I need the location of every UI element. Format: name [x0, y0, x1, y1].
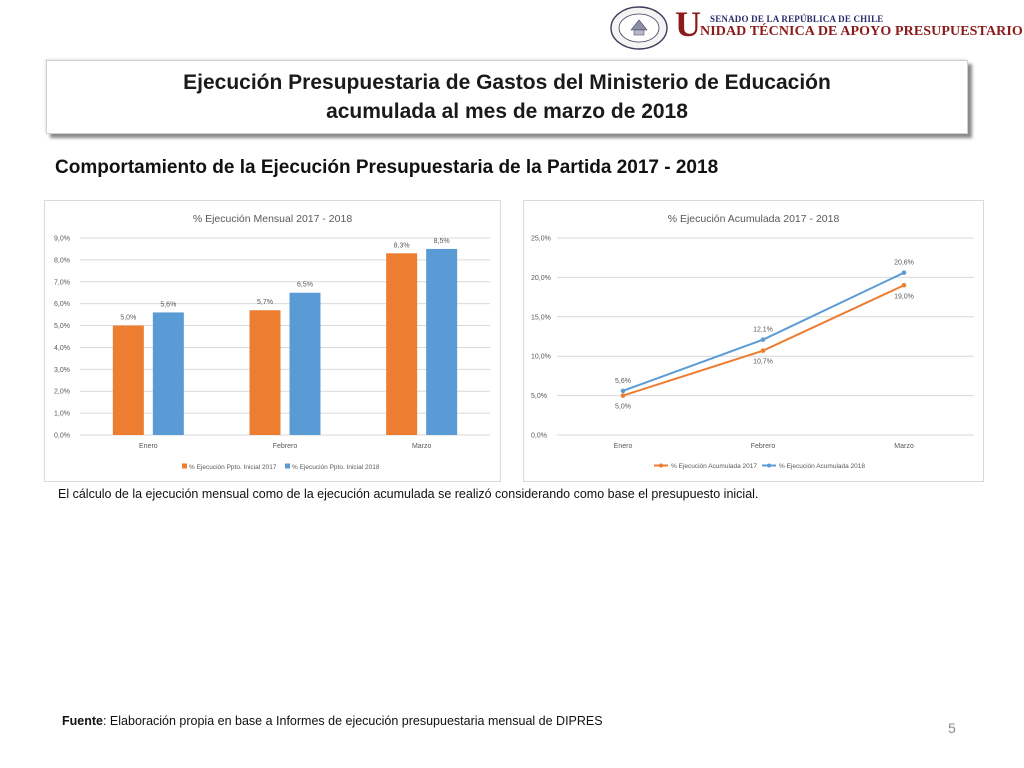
legend-swatch	[285, 463, 290, 469]
x-tick-label: Marzo	[894, 443, 914, 450]
x-tick-label: Febrero	[273, 443, 298, 450]
y-tick-label: 10,0%	[531, 354, 551, 361]
x-tick-label: Febrero	[751, 443, 776, 450]
data-label: 5,0%	[120, 315, 136, 322]
y-tick-label: 20,0%	[531, 275, 551, 282]
y-tick-label: 2,0%	[54, 389, 70, 396]
data-label: 10,7%	[753, 359, 773, 366]
y-tick-label: 3,0%	[54, 367, 70, 374]
monthly-execution-chart: % Ejecución Mensual 2017 - 2018 0,0% 1,0% 2…	[44, 200, 501, 482]
legend-marker	[659, 463, 663, 468]
cumulative-execution-chart: % Ejecución Acumulada 2017 - 2018 0,0% 5,0…	[523, 200, 984, 482]
page-number: 5	[948, 720, 956, 736]
cumulative-chart-svg: % Ejecución Acumulada 2017 - 2018 0,0% 5,0…	[531, 213, 974, 470]
org-line1: SENADO DE LA REPÚBLICA DE CHILE	[710, 14, 884, 24]
bar	[249, 310, 281, 435]
y-tick-label: 9,0%	[54, 236, 70, 243]
legend-label: % Ejecución Ppto. Inicial 2018	[292, 464, 380, 471]
x-tick-label: Enero	[614, 443, 633, 450]
methodology-note: El cálculo de la ejecución mensual como …	[58, 487, 759, 501]
title-line2: acumulada al mes de marzo de 2018	[326, 100, 688, 123]
y-tick-label: 0,0%	[531, 433, 547, 440]
source-label: Fuente	[62, 714, 103, 728]
source-text: : Elaboración propia en base a Informes …	[102, 714, 603, 728]
y-tick-label: 15,0%	[531, 314, 551, 321]
legend-label: % Ejecución Acumulada 2018	[779, 463, 865, 470]
y-tick-label: 5,0%	[54, 323, 70, 330]
data-label: 5,0%	[615, 404, 631, 411]
data-label: 8,5%	[434, 238, 450, 245]
chart-title: % Ejecución Acumulada 2017 - 2018	[668, 213, 840, 225]
y-tick-label: 7,0%	[54, 279, 70, 286]
y-tick-label: 25,0%	[531, 236, 551, 243]
legend-label: % Ejecución Ppto. Inicial 2017	[189, 464, 277, 471]
chart-title: % Ejecución Mensual 2017 - 2018	[193, 213, 353, 225]
data-label: 5,6%	[160, 301, 176, 308]
senate-seal-logo	[610, 6, 668, 50]
section-subtitle: Comportamiento de la Ejecución Presupues…	[55, 157, 719, 178]
y-tick-label: 8,0%	[54, 257, 70, 264]
data-label: 5,7%	[257, 299, 273, 306]
y-tick-label: 0,0%	[54, 433, 70, 440]
source-note: Fuente: Elaboración propia en base a Inf…	[62, 714, 603, 728]
org-line2: NIDAD TÉCNICA DE APOYO PRESUPUESTARIO	[700, 24, 1023, 39]
y-tick-label: 1,0%	[54, 411, 70, 418]
y-tick-label: 6,0%	[54, 301, 70, 308]
data-label: 6,5%	[297, 282, 313, 289]
data-label: 19,0%	[894, 293, 914, 300]
title-box: Ejecución Presupuestaria de Gastos del M…	[46, 60, 968, 134]
bar	[152, 312, 184, 435]
bar	[386, 253, 418, 435]
y-tick-label: 5,0%	[531, 393, 547, 400]
legend-marker	[767, 463, 771, 468]
data-label: 5,6%	[615, 378, 631, 385]
bar	[289, 292, 321, 435]
monthly-chart-svg: % Ejecución Mensual 2017 - 2018 0,0% 1,0% 2…	[54, 213, 490, 471]
data-point	[760, 337, 766, 342]
data-label: 20,6%	[894, 260, 914, 267]
y-tick-label: 4,0%	[54, 345, 70, 352]
org-initial: U	[675, 4, 701, 44]
bar	[426, 248, 458, 435]
x-tick-label: Enero	[139, 443, 158, 450]
data-point	[620, 388, 626, 394]
data-point	[901, 282, 907, 288]
data-label: 12,1%	[753, 327, 773, 334]
title-line1: Ejecución Presupuestaria de Gastos del M…	[183, 71, 831, 94]
data-point	[901, 270, 907, 275]
data-point	[620, 393, 626, 398]
data-label: 8,3%	[394, 242, 410, 249]
x-tick-label: Marzo	[412, 443, 432, 450]
bar	[112, 325, 144, 435]
legend-label: % Ejecución Acumulada 2017	[671, 463, 757, 470]
data-point	[760, 348, 766, 353]
legend-swatch	[182, 463, 187, 469]
